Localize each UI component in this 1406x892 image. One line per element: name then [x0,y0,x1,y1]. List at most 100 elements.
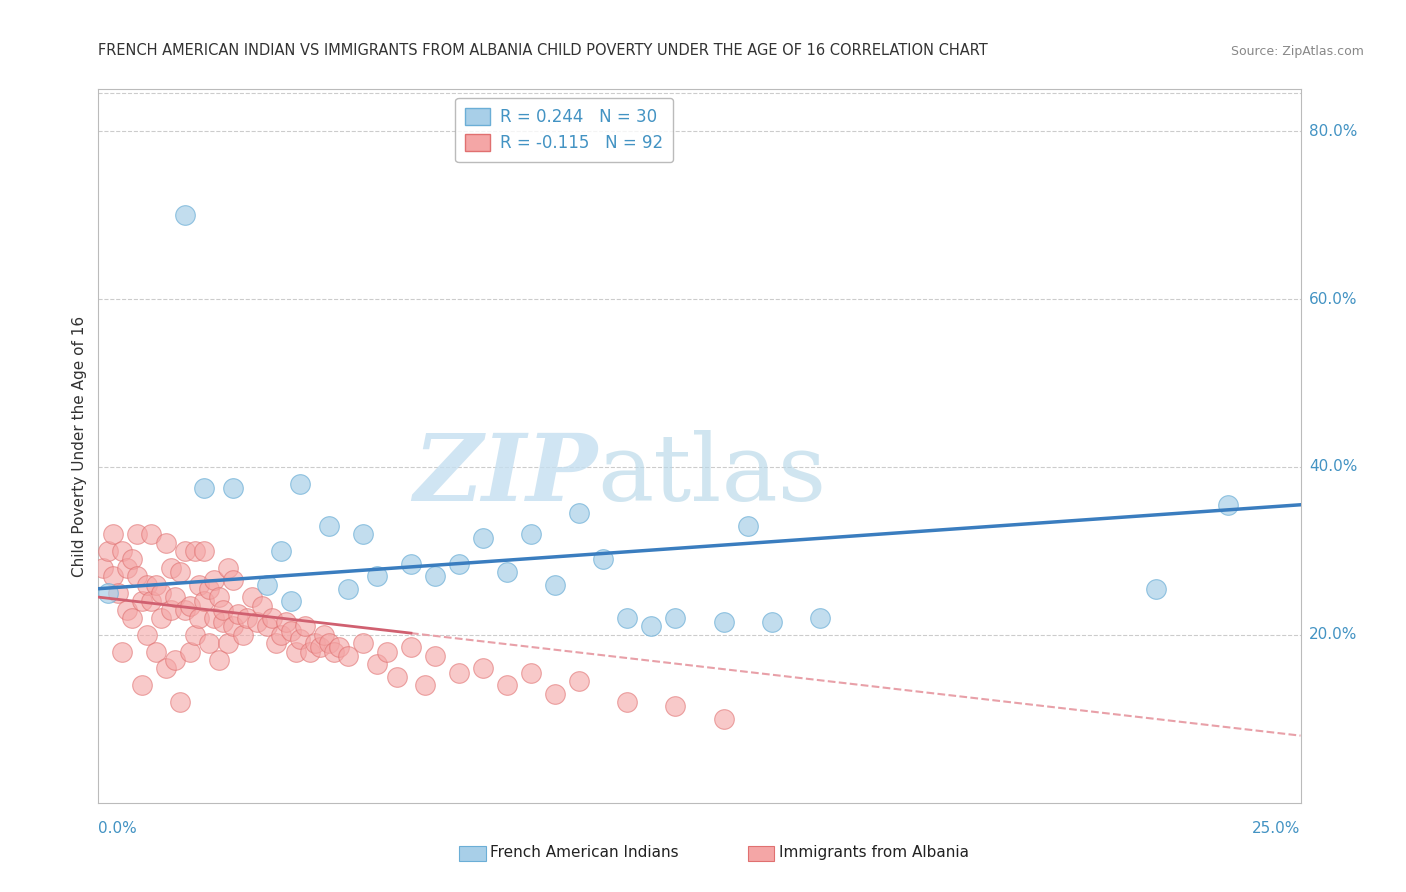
Point [290,476,312,491]
Point [664,611,686,625]
Point [217,560,239,574]
Point [183,628,205,642]
Point [183,544,205,558]
Point [155,661,177,675]
Point [222,481,245,495]
Point [423,648,446,663]
Point [226,607,249,621]
Text: 0.0%: 0.0% [98,821,138,836]
Point [294,619,316,633]
Point [737,518,759,533]
Point [91,560,114,574]
Point [568,506,591,520]
Point [544,577,567,591]
Point [198,582,221,596]
Point [135,577,157,591]
Point [179,645,201,659]
Point [337,648,360,663]
Point [174,544,197,558]
Point [188,577,211,591]
Point [375,645,398,659]
Point [165,653,187,667]
Point [472,661,495,675]
Point [246,615,269,630]
Text: atlas: atlas [598,430,827,519]
Point [111,544,134,558]
Point [159,603,181,617]
Point [125,527,148,541]
Point [256,577,278,591]
Point [155,535,177,549]
Point [366,569,388,583]
Point [592,552,614,566]
Text: French American Indians: French American Indians [491,846,679,860]
Point [193,481,215,495]
Text: 80.0%: 80.0% [1309,124,1357,138]
Point [169,565,191,579]
Text: ZIP: ZIP [413,430,598,519]
Point [713,712,735,726]
Point [174,208,197,222]
Point [101,569,124,583]
Point [256,619,278,633]
Point [212,615,235,630]
Point [713,615,735,630]
Point [447,665,470,680]
Point [496,678,519,692]
Point [290,632,312,646]
Point [274,615,297,630]
Point [202,574,225,588]
Point [616,611,638,625]
Point [141,527,163,541]
Point [131,678,153,692]
Text: Immigrants from Albania: Immigrants from Albania [779,846,969,860]
Point [193,544,215,558]
Point [808,611,831,625]
Point [149,586,172,600]
Point [260,611,283,625]
Text: 25.0%: 25.0% [1253,821,1301,836]
Point [399,557,422,571]
Point [447,557,470,571]
Point [314,628,336,642]
Text: 60.0%: 60.0% [1309,292,1357,307]
Point [198,636,221,650]
Point [193,594,215,608]
Point [188,611,211,625]
Point [1218,498,1240,512]
Point [352,527,374,541]
Point [544,687,567,701]
Point [664,699,686,714]
Point [284,645,307,659]
Point [496,565,519,579]
Point [111,645,134,659]
Point [217,636,239,650]
Point [568,674,591,689]
Point [250,599,273,613]
Text: 40.0%: 40.0% [1309,459,1357,475]
Point [616,695,638,709]
Point [304,636,326,650]
Point [97,544,120,558]
Point [179,599,201,613]
Point [520,665,543,680]
Y-axis label: Child Poverty Under the Age of 16: Child Poverty Under the Age of 16 [72,316,87,576]
Point [318,636,340,650]
Point [423,569,446,583]
Point [149,611,172,625]
Point [399,640,422,655]
Point [121,552,143,566]
Point [169,695,191,709]
Point [165,590,187,604]
Point [640,619,662,633]
Bar [748,846,775,862]
Point [415,678,437,692]
Bar [458,846,485,862]
Point [222,619,245,633]
Point [270,544,292,558]
Point [145,645,167,659]
Point [323,645,346,659]
Point [298,645,321,659]
Text: Source: ZipAtlas.com: Source: ZipAtlas.com [1230,45,1364,58]
Point [135,628,157,642]
